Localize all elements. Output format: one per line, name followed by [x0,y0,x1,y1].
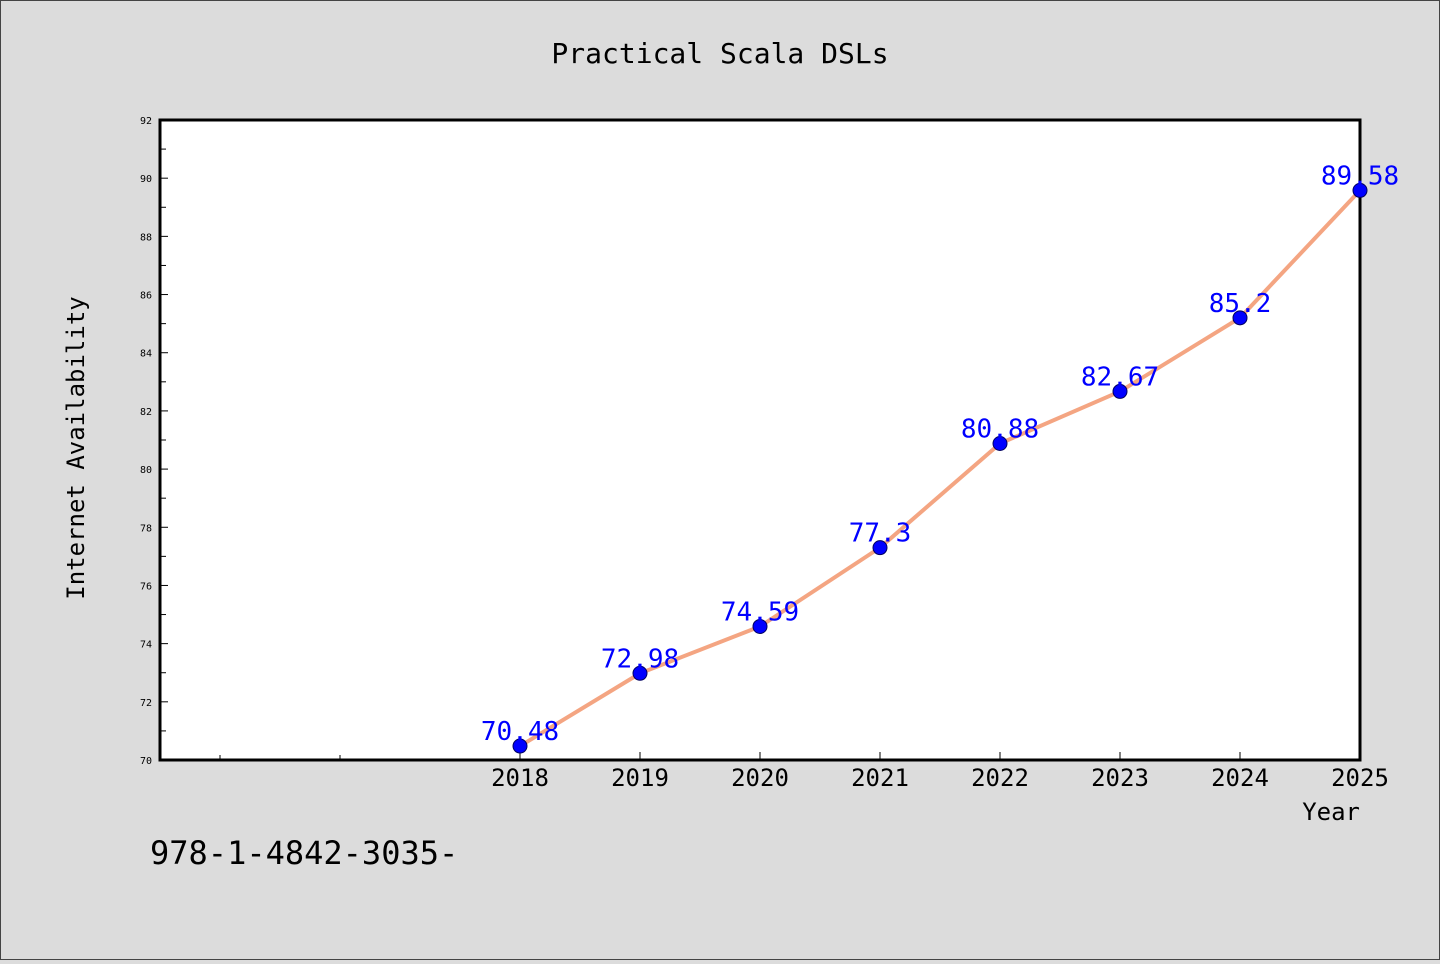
y-tick-label: 76 [140,581,152,592]
data-label: 77.3 [849,519,912,549]
y-tick-label: 84 [140,349,152,360]
x-axis: 2018 2019 2020 2021 2022 2023 2024 2025 [219,752,1389,792]
y-tick-label: 90 [140,174,152,185]
data-label: 85.2 [1209,289,1272,319]
y-tick-label: 80 [140,465,152,476]
chart-title: Practical Scala DSLs [551,37,888,70]
data-point [992,435,1008,451]
y-axis: 70 72 74 76 78 80 82 84 86 88 90 92 [140,116,168,767]
data-point [1352,182,1368,198]
y-tick-label: 82 [140,407,152,418]
x-tick-label: 2025 [1331,764,1389,792]
y-tick-label: 92 [140,116,152,127]
x-tick-label: 2022 [971,764,1029,792]
data-point [752,618,768,634]
data-label: 82.67 [1081,362,1159,392]
x-tick-label: 2024 [1211,764,1269,792]
data-point [632,665,648,681]
x-tick-label: 2020 [731,764,789,792]
data-point [1112,383,1128,399]
data-point [872,540,888,556]
y-tick-label: 88 [140,232,152,243]
y-axis-label: Internet Availability [62,296,90,599]
y-tick-label: 74 [140,640,152,651]
data-label: 74.59 [721,597,799,627]
data-point [1232,310,1248,326]
data-label: 89.58 [1321,161,1399,191]
y-tick-label: 78 [140,523,152,534]
y-tick-label: 70 [140,756,152,767]
x-tick-label: 2021 [851,764,909,792]
x-axis-label: Year [1302,798,1360,826]
data-label: 80.88 [961,414,1039,444]
plot-area [158,118,1362,762]
series-line [518,188,1362,749]
x-tick-label: 2023 [1091,764,1149,792]
x-tick-label: 2019 [611,764,669,792]
x-tick-label: 2018 [491,764,549,792]
footnote: 978-1-4842-3035- [150,834,458,872]
data-label: 70.48 [481,717,559,747]
series-layer: 70.48 72.98 74.59 77.3 80.88 82.67 85.2 89.58 [481,161,1399,754]
data-point [512,738,528,754]
y-tick-label: 72 [140,698,152,709]
y-tick-label: 86 [140,291,152,302]
data-label: 72.98 [601,644,679,674]
